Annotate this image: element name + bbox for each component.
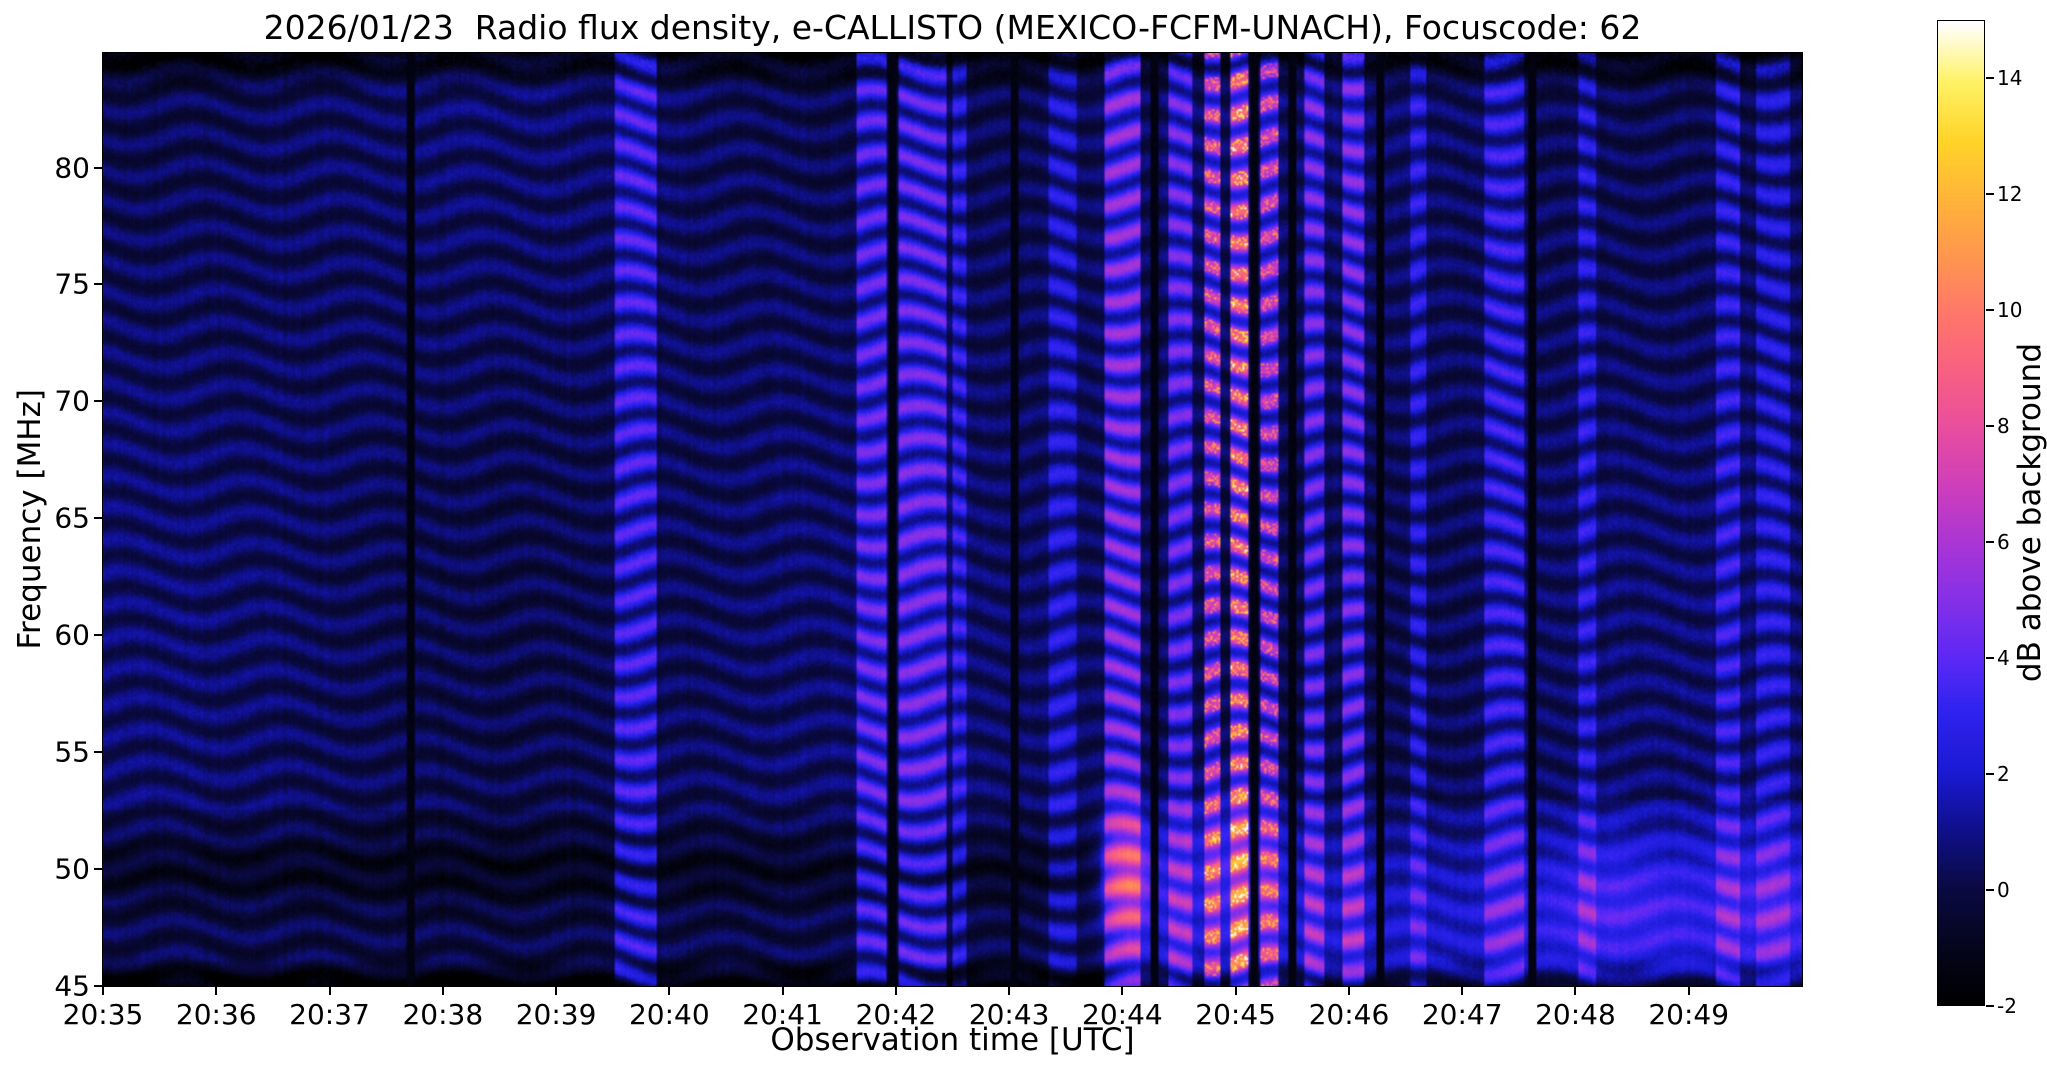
x-tick-label: 20:47: [1421, 998, 1503, 1031]
y-tick-label: 65: [54, 501, 90, 535]
y-tick-mark: [94, 166, 103, 169]
x-tick-mark: [215, 986, 218, 995]
y-tick-mark: [94, 400, 103, 403]
spectrogram-canvas: [102, 52, 1803, 987]
y-tick-label: 75: [54, 267, 90, 301]
y-tick-label: 70: [54, 384, 90, 418]
colorbar-tick-label: 12: [1997, 182, 2023, 206]
colorbar-tick-mark: [1986, 309, 1994, 311]
colorbar-tick-mark: [1986, 541, 1994, 543]
y-tick-label: 55: [54, 735, 90, 769]
x-axis-label: Observation time [UTC]: [770, 1022, 1135, 1058]
x-tick-mark: [1234, 986, 1237, 995]
y-tick-label: 60: [54, 618, 90, 652]
colorbar-tick-label: 14: [1997, 66, 2023, 90]
y-tick-label: 45: [54, 969, 90, 1003]
x-tick-label: 20:49: [1648, 998, 1730, 1031]
y-tick-mark: [94, 517, 103, 520]
colorbar-tick-mark: [1986, 77, 1994, 79]
x-tick-label: 20:37: [289, 998, 370, 1031]
x-tick-mark: [102, 986, 104, 995]
y-tick-label: 80: [54, 151, 90, 185]
y-tick-mark: [94, 985, 103, 987]
x-tick-mark: [1461, 986, 1464, 995]
x-tick-mark: [894, 986, 897, 995]
colorbar-tick-label: 8: [1997, 414, 2010, 438]
colorbar-tick-label: 4: [1997, 646, 2010, 670]
colorbar-tick-mark: [1986, 889, 1994, 891]
colorbar-label: dB above background: [2012, 20, 2047, 1006]
colorbar-tick-label: 6: [1997, 530, 2010, 554]
x-tick-label: 20:41: [742, 998, 823, 1031]
x-tick-mark: [441, 986, 444, 995]
plot-title: 2026/01/23 Radio flux density, e-CALLIST…: [263, 8, 1642, 47]
x-tick-label: 20:44: [1082, 998, 1163, 1031]
x-tick-mark: [1687, 986, 1690, 995]
colorbar-tick-mark: [1986, 193, 1994, 195]
x-tick-label: 20:42: [855, 998, 937, 1031]
x-tick-mark: [1347, 986, 1350, 995]
x-tick-label: 20:35: [62, 998, 144, 1031]
colorbar: [1937, 20, 1985, 1006]
colorbar-tick-label: -2: [1997, 994, 2017, 1018]
colorbar-label-text: dB above background: [2012, 343, 2047, 683]
x-tick-mark: [555, 986, 558, 995]
y-tick-mark: [94, 868, 103, 871]
colorbar-tick-mark: [1986, 657, 1994, 659]
x-tick-label: 20:40: [628, 998, 710, 1031]
x-tick-label: 20:39: [515, 998, 597, 1031]
x-tick-label: 20:48: [1535, 998, 1616, 1031]
x-tick-mark: [1121, 986, 1124, 995]
colorbar-tick-mark: [1986, 773, 1994, 775]
colorbar-tick-label: 2: [1997, 762, 2010, 786]
x-tick-label: 20:36: [175, 998, 257, 1031]
y-tick-mark: [94, 751, 103, 754]
x-tick-label: 20:46: [1308, 998, 1390, 1031]
x-tick-mark: [328, 986, 331, 995]
colorbar-gradient-canvas: [1938, 21, 1984, 1005]
colorbar-tick-mark: [1986, 425, 1994, 427]
y-tick-mark: [94, 283, 103, 286]
x-tick-mark: [1574, 986, 1577, 995]
y-tick-mark: [94, 634, 103, 637]
x-tick-label: 20:45: [1195, 998, 1277, 1031]
colorbar-tick-label: 10: [1997, 298, 2023, 322]
x-tick-mark: [1008, 986, 1011, 995]
x-tick-mark: [668, 986, 671, 995]
colorbar-tick-mark: [1986, 1005, 1994, 1007]
x-tick-label: 20:43: [968, 998, 1050, 1031]
colorbar-tick-label: 0: [1997, 878, 2010, 902]
x-tick-label: 20:38: [402, 998, 484, 1031]
y-tick-label: 50: [54, 852, 90, 886]
x-tick-mark: [781, 986, 784, 995]
